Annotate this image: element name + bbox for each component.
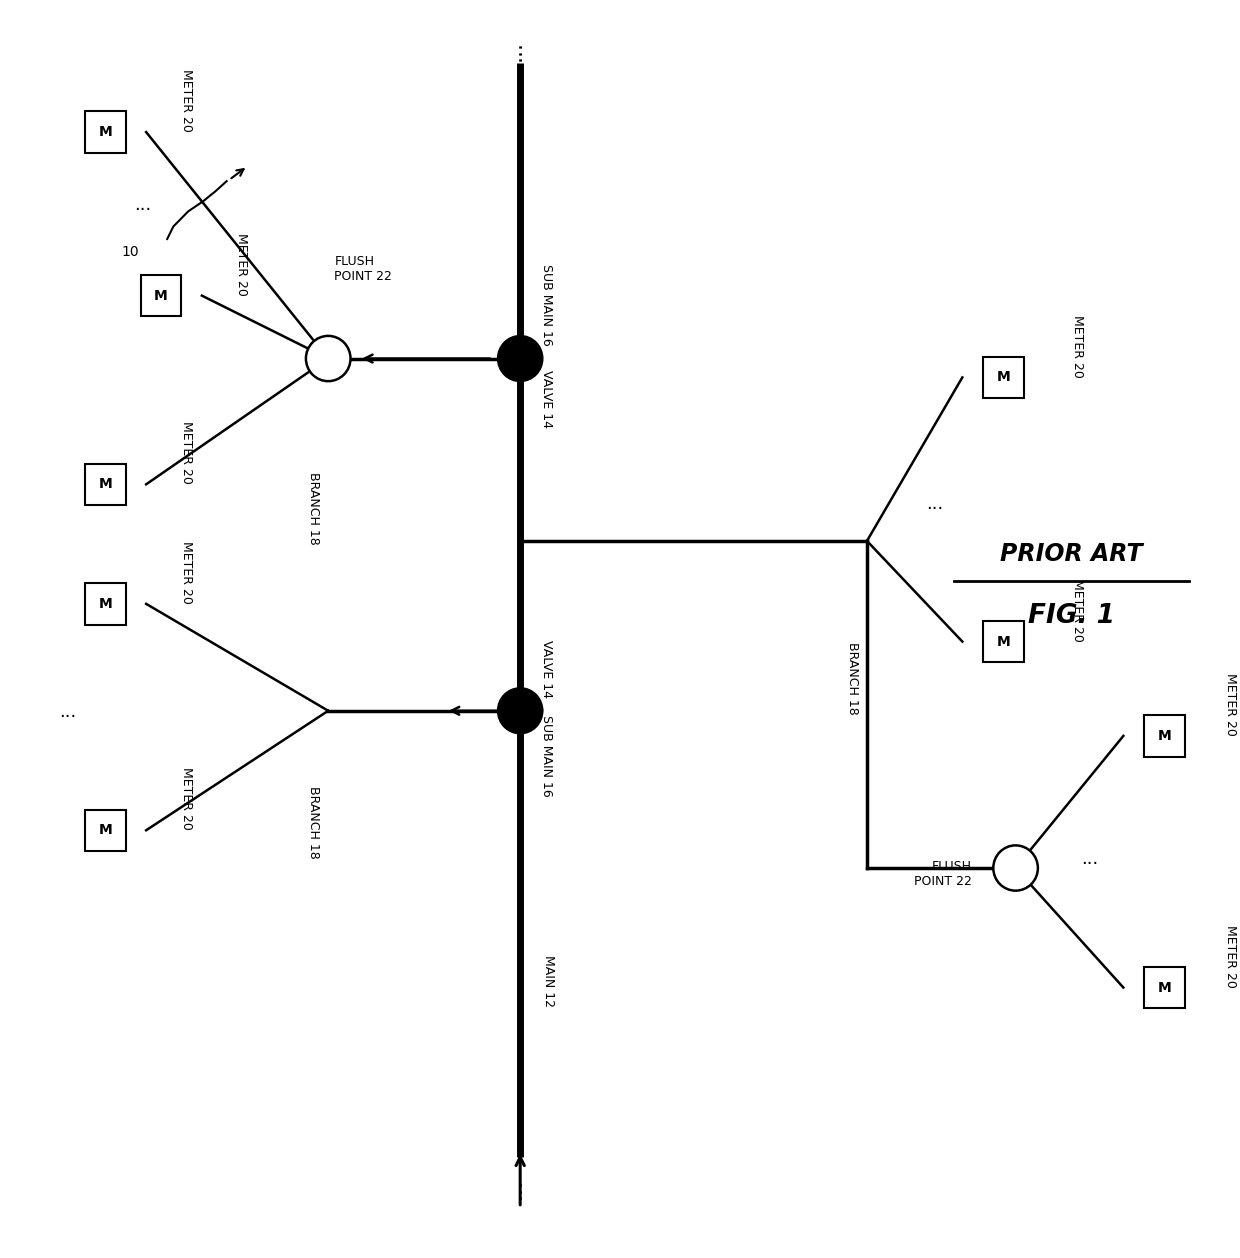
- Text: BRANCH 18: BRANCH 18: [306, 786, 320, 859]
- Text: M: M: [996, 370, 1011, 385]
- Text: METER 20: METER 20: [180, 541, 192, 604]
- Text: M: M: [98, 823, 112, 838]
- Text: SUB MAIN 16: SUB MAIN 16: [539, 264, 553, 346]
- Text: METER 20: METER 20: [1071, 314, 1084, 377]
- Circle shape: [306, 336, 351, 381]
- Text: M: M: [154, 288, 167, 303]
- Text: ···: ···: [510, 1179, 531, 1199]
- Text: METER 20: METER 20: [180, 69, 192, 132]
- Text: FIG. 1: FIG. 1: [1028, 604, 1115, 629]
- Text: FLUSH
POINT 22: FLUSH POINT 22: [914, 860, 972, 888]
- Text: METER 20: METER 20: [180, 421, 192, 484]
- Text: M: M: [1157, 980, 1171, 995]
- Text: 10: 10: [122, 244, 139, 259]
- Text: M: M: [98, 125, 112, 140]
- Circle shape: [993, 845, 1038, 891]
- Circle shape: [498, 688, 542, 733]
- Text: MAIN 12: MAIN 12: [542, 955, 556, 1008]
- Text: M: M: [996, 634, 1011, 649]
- Text: BRANCH 18: BRANCH 18: [846, 642, 858, 715]
- Text: ···: ···: [134, 201, 151, 219]
- Text: ···: ···: [510, 40, 531, 60]
- Text: M: M: [98, 477, 112, 492]
- FancyBboxPatch shape: [84, 463, 125, 504]
- Text: ···: ···: [926, 501, 944, 518]
- FancyBboxPatch shape: [983, 621, 1024, 662]
- Text: METER 20: METER 20: [236, 233, 248, 296]
- Text: METER 20: METER 20: [1224, 925, 1236, 988]
- Text: VALVE 14: VALVE 14: [539, 640, 553, 698]
- Text: ···: ···: [60, 708, 77, 726]
- FancyBboxPatch shape: [983, 356, 1024, 398]
- Text: METER 20: METER 20: [1224, 673, 1236, 736]
- FancyBboxPatch shape: [84, 810, 125, 850]
- FancyBboxPatch shape: [84, 111, 125, 152]
- Text: BRANCH 18: BRANCH 18: [306, 472, 320, 545]
- Text: SUB MAIN 16: SUB MAIN 16: [539, 715, 553, 796]
- Circle shape: [498, 336, 542, 381]
- FancyBboxPatch shape: [84, 582, 125, 624]
- Text: METER 20: METER 20: [1071, 579, 1084, 642]
- Text: METER 20: METER 20: [180, 767, 192, 830]
- Text: M: M: [98, 596, 112, 611]
- Text: FLUSH
POINT 22: FLUSH POINT 22: [335, 255, 392, 283]
- Text: PRIOR ART: PRIOR ART: [999, 541, 1142, 566]
- FancyBboxPatch shape: [140, 274, 181, 316]
- Text: VALVE 14: VALVE 14: [539, 370, 553, 428]
- Text: M: M: [1157, 728, 1171, 743]
- FancyBboxPatch shape: [1143, 715, 1184, 757]
- FancyBboxPatch shape: [1143, 966, 1184, 1009]
- Text: ···: ···: [1081, 855, 1099, 873]
